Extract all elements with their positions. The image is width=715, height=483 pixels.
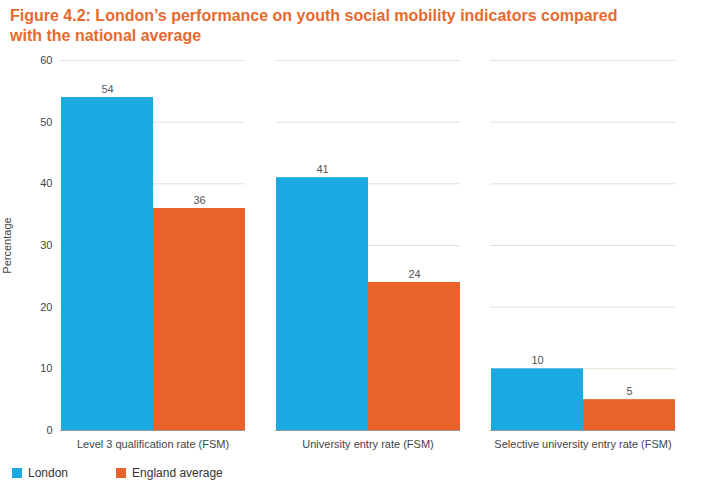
svg-text:Selective university entry rat: Selective university entry rate (FSM) (494, 438, 671, 450)
svg-text:41: 41 (316, 163, 328, 175)
svg-text:5: 5 (626, 385, 632, 397)
svg-text:60: 60 (40, 54, 52, 66)
svg-text:30: 30 (40, 239, 52, 251)
svg-text:36: 36 (193, 194, 205, 206)
html-text:England average: England average (132, 466, 223, 480)
svg-text:Percentage: Percentage (1, 217, 13, 273)
svg-text:Level 3 qualification rate (FS: Level 3 qualification rate (FSM) (77, 438, 229, 450)
svg-text:20: 20 (40, 301, 52, 313)
svg-text:University entry rate (FSM): University entry rate (FSM) (302, 438, 433, 450)
svg-text:40: 40 (40, 177, 52, 189)
svg-text:24: 24 (408, 268, 420, 280)
svg-text:50: 50 (40, 116, 52, 128)
svg-text:0: 0 (46, 424, 52, 436)
svg-text:54: 54 (101, 83, 113, 95)
svg-text:10: 10 (40, 362, 52, 374)
html-text:Figure 4.2: London’s performan: Figure 4.2: London’s performance on yout… (10, 7, 618, 44)
html-text:London: London (28, 466, 68, 480)
svg-text:10: 10 (531, 354, 543, 366)
